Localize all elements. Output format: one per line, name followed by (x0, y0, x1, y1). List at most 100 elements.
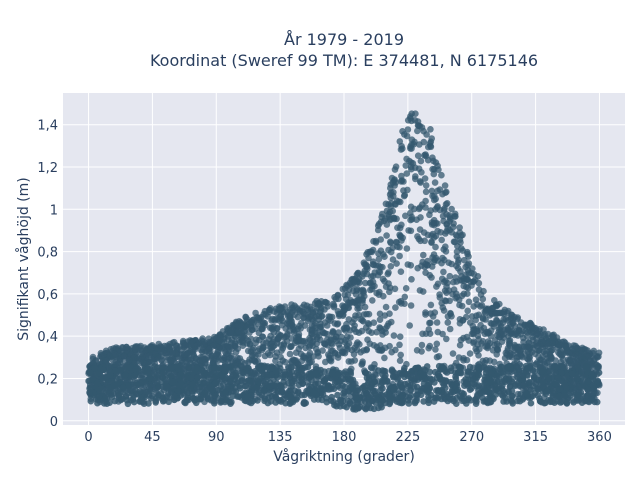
scatter-point (111, 397, 119, 405)
scatter-point (441, 297, 449, 304)
scatter-point (447, 378, 454, 386)
scatter-point (456, 341, 464, 349)
scatter-point (405, 397, 412, 404)
scatter-point (509, 400, 516, 407)
scatter-point (192, 355, 200, 362)
scatter-point (225, 343, 233, 351)
scatter-point (457, 239, 464, 246)
scatter-point (341, 383, 349, 391)
scatter-point (158, 378, 165, 386)
scatter-point (534, 330, 541, 338)
scatter-point (391, 285, 399, 293)
scatter-point (216, 344, 223, 351)
scatter-point (205, 349, 213, 356)
scatter-point (341, 349, 349, 357)
scatter-point (501, 354, 509, 362)
scatter-point (300, 400, 308, 407)
scatter-point (89, 353, 97, 361)
scatter-point (375, 255, 383, 263)
scatter-point (452, 373, 459, 381)
scatter-point (589, 350, 597, 357)
scatter-point (281, 358, 289, 366)
scatter-point (160, 369, 167, 376)
scatter-point (360, 390, 368, 398)
scatter-point (498, 363, 505, 371)
scatter-point (238, 363, 245, 370)
scatter-point (440, 278, 448, 286)
scatter-point (519, 396, 527, 403)
scatter-points (85, 110, 603, 413)
scatter-point (397, 351, 405, 359)
scatter-point (210, 342, 217, 350)
scatter-point (154, 372, 161, 379)
scatter-point (566, 357, 574, 364)
scatter-point (352, 291, 360, 298)
scatter-point (543, 388, 551, 395)
scatter-point (251, 357, 259, 365)
scatter-point (388, 367, 396, 375)
scatter-point (384, 270, 392, 278)
scatter-point (419, 330, 426, 338)
scatter-point (368, 329, 375, 337)
scatter-point (396, 341, 403, 349)
scatter-point (554, 344, 562, 351)
scatter-point (260, 387, 268, 394)
scatter-point (449, 350, 457, 357)
scatter-point (408, 117, 415, 125)
scatter-point (563, 399, 571, 407)
scatter-point (530, 374, 538, 381)
scatter-point (309, 333, 317, 341)
scatter-point (444, 224, 452, 232)
scatter-point (120, 352, 128, 360)
scatter-point (406, 157, 413, 165)
scatter-point (348, 299, 356, 306)
scatter-point (436, 294, 444, 301)
scatter-point (356, 275, 363, 283)
scatter-point (199, 345, 207, 353)
scatter-point (321, 319, 329, 326)
y-tick-label: 0,6 (37, 288, 58, 303)
scatter-point (353, 285, 361, 293)
scatter-point (181, 351, 188, 358)
scatter-point (465, 270, 473, 277)
scatter-point (288, 301, 295, 308)
scatter-point (584, 378, 592, 386)
chart-title-line-1: År 1979 - 2019 (284, 30, 404, 49)
scatter-point (307, 312, 315, 320)
scatter-point (550, 331, 557, 339)
scatter-point (434, 203, 441, 210)
scatter-point (464, 368, 472, 375)
scatter-point (441, 205, 448, 212)
scatter-point (259, 333, 267, 341)
y-axis-label: Signifikant våghöjd (m) (15, 177, 32, 340)
scatter-point (504, 317, 512, 324)
scatter-point (146, 384, 153, 392)
scatter-point (295, 388, 302, 395)
scatter-point (328, 370, 336, 377)
scatter-point (112, 367, 119, 375)
scatter-point (424, 156, 432, 164)
scatter-point (427, 301, 435, 309)
scatter-point (380, 217, 388, 225)
scatter-point (387, 239, 395, 247)
scatter-point (550, 363, 558, 370)
scatter-point (259, 320, 267, 328)
scatter-point (272, 353, 279, 360)
scatter-point (524, 390, 531, 398)
scatter-point (453, 262, 460, 270)
scatter-point (402, 212, 409, 220)
scatter-point (538, 368, 546, 375)
scatter-point (563, 347, 571, 354)
scatter-point (102, 347, 110, 355)
scatter-point (468, 372, 476, 379)
scatter-point (378, 379, 386, 386)
scatter-point (234, 354, 241, 362)
scatter-point (460, 334, 467, 342)
scatter-point (397, 178, 405, 185)
scatter-point (330, 303, 338, 311)
scatter-point (535, 353, 542, 361)
scatter-point (406, 322, 414, 329)
scatter-point (198, 356, 206, 364)
scatter-point (412, 110, 419, 117)
scatter-point (414, 122, 422, 129)
